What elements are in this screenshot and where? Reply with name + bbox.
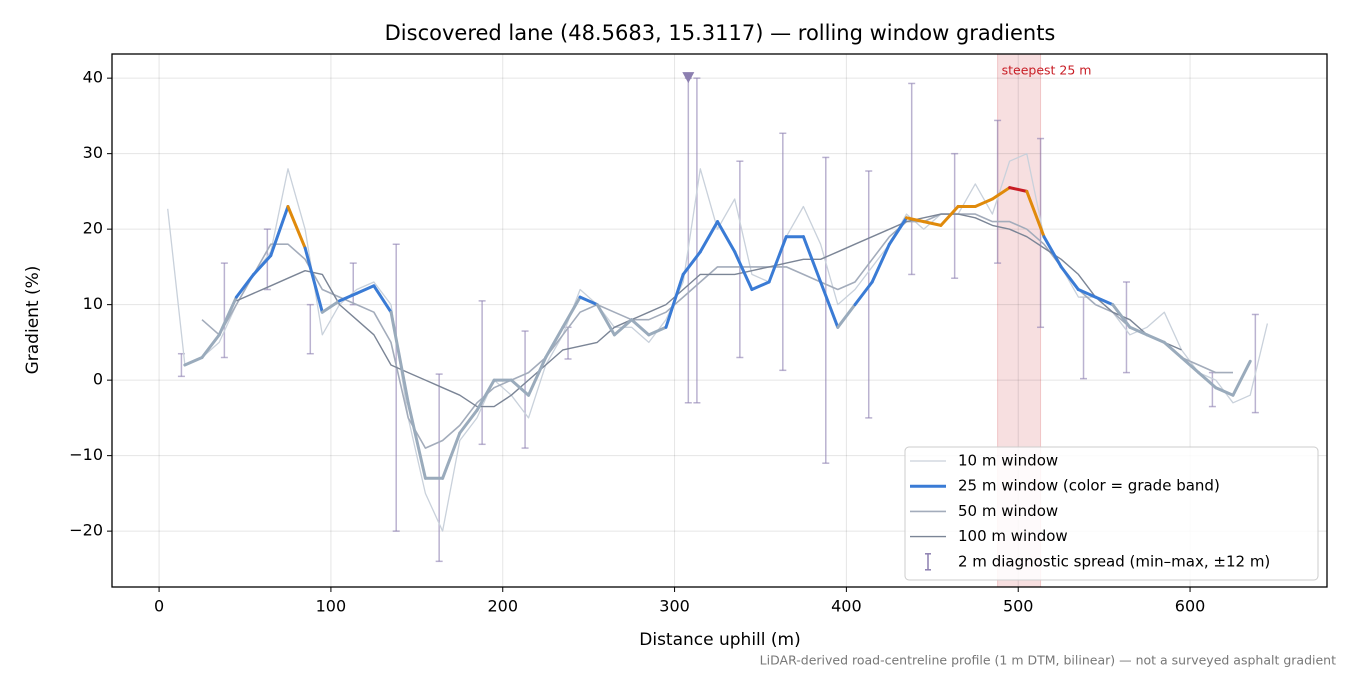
x-tick-label: 0 — [154, 597, 164, 616]
y-tick-label: −10 — [69, 445, 103, 464]
line-segment — [561, 295, 582, 329]
line-segment — [612, 318, 634, 337]
line-segment — [681, 250, 702, 276]
legend-label: 50 m window — [958, 502, 1058, 520]
line-segment — [905, 216, 926, 224]
line-segment — [252, 254, 273, 276]
line-segment — [320, 299, 342, 314]
line-segment — [1059, 265, 1080, 292]
line-segment — [372, 284, 393, 314]
legend-label: 10 m window — [958, 452, 1058, 470]
footnote: LiDAR-derived road-centreline profile (1… — [760, 653, 1336, 668]
line-segment — [1231, 359, 1252, 397]
line-segment — [1094, 295, 1115, 307]
line-segment — [475, 378, 496, 412]
line-segment — [630, 318, 651, 337]
y-tick-label: 0 — [93, 370, 103, 389]
line-segment — [595, 303, 616, 337]
line-segment — [716, 220, 737, 254]
line-segment — [664, 272, 685, 329]
line-segment — [303, 246, 324, 314]
line-segment — [733, 250, 754, 292]
line-segment — [1197, 371, 1218, 390]
y-tick-label: 10 — [83, 294, 103, 313]
line-segment — [990, 186, 1012, 201]
line-segment — [1145, 333, 1166, 344]
line-segment — [234, 272, 256, 299]
x-tick-label: 400 — [831, 597, 862, 616]
line-segment — [1025, 189, 1046, 239]
line-segment — [200, 333, 221, 359]
legend-label: 100 m window — [958, 527, 1068, 545]
x-tick-label: 500 — [1003, 597, 1034, 616]
line-segment — [973, 197, 994, 209]
chart-title: Discovered lane (48.5683, 15.3117) — rol… — [385, 21, 1056, 45]
line-segment — [1162, 340, 1183, 359]
line-segment — [836, 303, 857, 329]
line-segment — [441, 431, 462, 480]
line-segment — [870, 242, 891, 284]
highlight-label: steepest 25 m — [1002, 63, 1092, 78]
legend-label: 25 m window (color = grade band) — [958, 477, 1220, 495]
y-tick-label: 40 — [83, 68, 103, 87]
line-segment — [389, 310, 410, 405]
line-segment — [286, 205, 307, 250]
line-segment — [217, 295, 238, 337]
line — [236, 213, 1182, 408]
line-segment — [939, 205, 960, 227]
line-segment — [1179, 355, 1201, 375]
line-segment — [1214, 386, 1235, 397]
line-segment — [338, 291, 359, 303]
line-segment — [647, 325, 668, 337]
y-tick-label: 20 — [83, 219, 103, 238]
line-segment — [544, 325, 565, 359]
line-segment — [698, 220, 720, 254]
x-tick-label: 600 — [1175, 597, 1206, 616]
line-segment — [819, 280, 840, 329]
y-tick-label: −20 — [69, 521, 103, 540]
line-segment — [269, 205, 290, 258]
y-axis-label: Gradient (%) — [23, 266, 43, 375]
line-segment — [853, 280, 874, 307]
line-segment — [406, 401, 427, 480]
line-segment — [527, 355, 548, 397]
legend-box — [904, 446, 1319, 581]
line-segment — [1076, 288, 1098, 299]
plot-frame — [111, 53, 1328, 588]
line-segment — [578, 295, 599, 307]
y-tick-label: 30 — [83, 143, 103, 162]
line-segment — [1008, 186, 1029, 193]
line-segment — [887, 216, 909, 246]
x-tick-label: 300 — [659, 597, 690, 616]
line-segment — [509, 378, 531, 397]
x-axis-label: Distance uphill (m) — [639, 630, 800, 650]
line-segment — [767, 235, 788, 284]
line-segment — [1128, 325, 1149, 337]
line-segment — [458, 408, 479, 435]
line-segment — [1111, 303, 1132, 329]
line-segment — [1042, 235, 1063, 269]
line-segment — [183, 355, 204, 367]
line-segment — [750, 280, 771, 292]
x-tick-label: 100 — [316, 597, 347, 616]
legend-label: 2 m diagnostic spread (min–max, ±12 m) — [958, 552, 1270, 570]
line-segment — [355, 284, 376, 295]
clip-marker — [682, 72, 695, 84]
x-tick-label: 200 — [487, 597, 518, 616]
line-segment — [801, 235, 823, 284]
line-segment — [922, 220, 943, 227]
